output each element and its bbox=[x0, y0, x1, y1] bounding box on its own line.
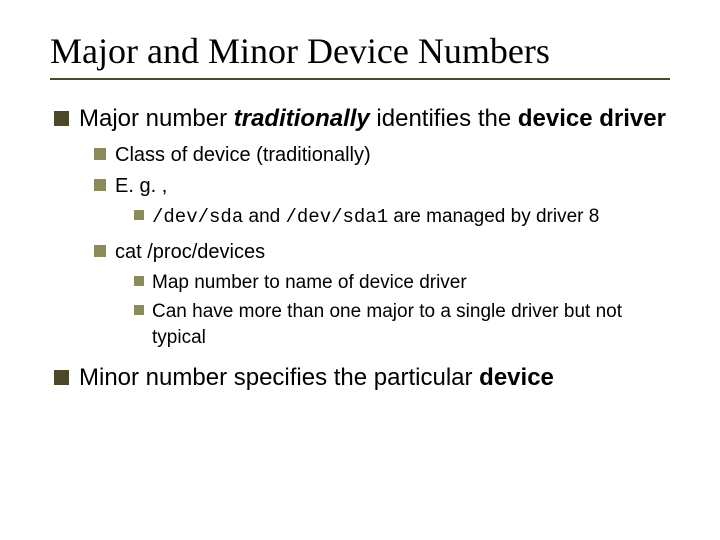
bullet-icon bbox=[54, 370, 69, 385]
text-fragment: and bbox=[243, 206, 285, 227]
bullet-text: E. g. , bbox=[115, 173, 670, 200]
bullet-icon bbox=[94, 245, 106, 257]
bullet-icon bbox=[134, 305, 144, 315]
text-fragment: Minor number specifies the particular bbox=[79, 364, 479, 391]
text-emphasis: traditionally bbox=[234, 105, 370, 132]
bullet-multiple-major: Can have more than one major to a single… bbox=[134, 299, 670, 350]
bullet-text: Minor number specifies the particular de… bbox=[79, 363, 670, 393]
bullet-eg: E. g. , bbox=[94, 173, 670, 200]
text-fragment: identifies the bbox=[370, 105, 518, 132]
slide-title: Major and Minor Device Numbers bbox=[50, 30, 670, 72]
bullet-icon bbox=[134, 276, 144, 286]
text-fragment: Major number bbox=[79, 105, 234, 132]
text-bold: device bbox=[479, 364, 554, 391]
bullet-icon bbox=[54, 111, 69, 126]
bullet-major-number: Major number traditionally identifies th… bbox=[54, 104, 670, 134]
code-fragment: /dev/sda bbox=[152, 206, 243, 228]
bullet-text: cat /proc/devices bbox=[115, 239, 670, 266]
bullet-text: Class of device (traditionally) bbox=[115, 142, 670, 169]
slide-container: Major and Minor Device Numbers Major num… bbox=[0, 0, 720, 427]
bullet-class-of-device: Class of device (traditionally) bbox=[94, 142, 670, 169]
code-fragment: /dev/sda1 bbox=[285, 206, 388, 228]
bullet-icon bbox=[94, 179, 106, 191]
bullet-text: /dev/sda and /dev/sda1 are managed by dr… bbox=[152, 204, 670, 231]
bullet-text: Major number traditionally identifies th… bbox=[79, 104, 670, 134]
bullet-text: Map number to name of device driver bbox=[152, 270, 670, 296]
bullet-map-number: Map number to name of device driver bbox=[134, 270, 670, 296]
bullet-minor-number: Minor number specifies the particular de… bbox=[54, 363, 670, 393]
bullet-cat-proc-devices: cat /proc/devices bbox=[94, 239, 670, 266]
bullet-dev-sda: /dev/sda and /dev/sda1 are managed by dr… bbox=[134, 204, 670, 231]
text-fragment: are managed by driver 8 bbox=[388, 206, 599, 227]
bullet-icon bbox=[134, 210, 144, 220]
title-underline bbox=[50, 78, 670, 80]
text-bold: device driver bbox=[518, 105, 666, 132]
bullet-icon bbox=[94, 148, 106, 160]
bullet-text: Can have more than one major to a single… bbox=[152, 299, 670, 350]
